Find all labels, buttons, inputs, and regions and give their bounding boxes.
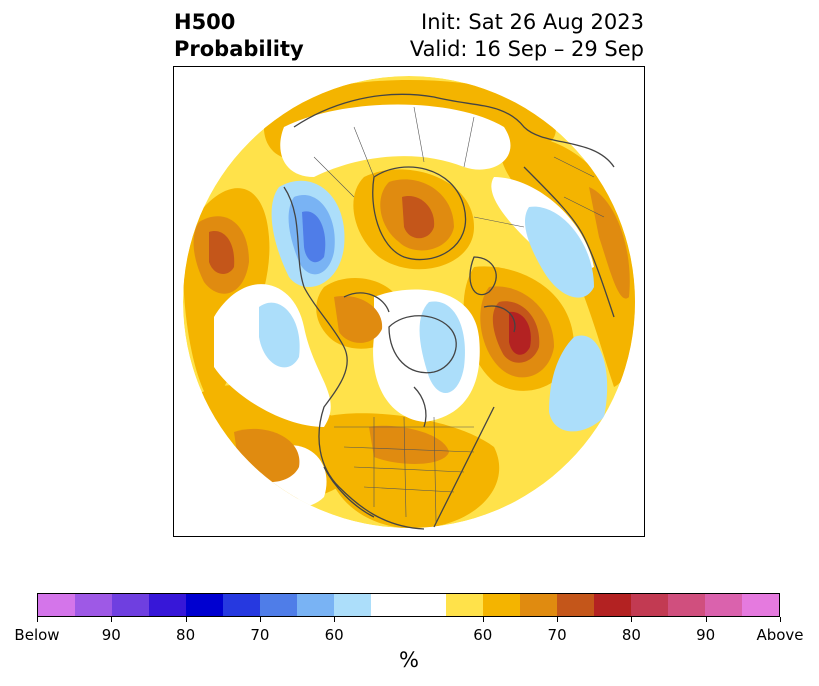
colorbar-tick-label: 90 [101, 626, 121, 644]
colorbar-segment [667, 594, 705, 616]
colorbar-segment [445, 594, 483, 616]
colorbar-tick [111, 617, 113, 622]
below-core-west-deep [302, 211, 326, 263]
colorbar-segment [519, 594, 557, 616]
colorbar-tick-label: 70 [547, 626, 567, 644]
valid-range: Valid: 16 Sep – 29 Sep [409, 37, 644, 61]
colorbar-tick-label: 90 [696, 626, 716, 644]
colorbar-segment [593, 594, 631, 616]
colorbar-labels: Below 90 80 70 60 60 70 80 90 Above [0, 626, 819, 646]
colorbar-tick [37, 617, 38, 622]
colorbar-segment [371, 594, 446, 616]
colorbar-ticks [0, 617, 819, 623]
below-region-east [524, 206, 594, 298]
colorbar-tick-label: 80 [176, 626, 196, 644]
colorbar-segment [482, 594, 520, 616]
colorbar-tick-label: Above [756, 626, 804, 644]
colorbar-tick-label: 60 [473, 626, 493, 644]
colorbar-tick-label: 60 [324, 626, 344, 644]
forecast-dates: Init: Sat 26 Aug 2023 Valid: 16 Sep – 29… [410, 9, 644, 63]
below-region-atlantic [549, 335, 608, 432]
borders [313, 106, 605, 523]
above-core-center-deep [402, 196, 435, 239]
colorbar-tick [185, 617, 187, 622]
colorbar-tick [557, 617, 559, 622]
colorbar-tick [780, 617, 781, 622]
colorbar-segment [704, 594, 742, 616]
above-core-west-deep [209, 231, 235, 274]
below-region-pole [419, 301, 465, 394]
probability-map [173, 66, 645, 537]
colorbar-segment [75, 594, 113, 616]
init-date: Init: Sat 26 Aug 2023 [421, 10, 644, 34]
colorbar-segment [297, 594, 335, 616]
colorbar-segment [112, 594, 150, 616]
colorbar-tick [259, 617, 261, 622]
above-core-us [369, 425, 449, 464]
colorbar-tick [631, 617, 633, 622]
neutral-north [280, 104, 511, 177]
colorbar-segment [260, 594, 298, 616]
colorbar-tick-label: 70 [250, 626, 270, 644]
colorbar-tick [482, 617, 484, 622]
colorbar-tick-label: Below [14, 626, 60, 644]
title-line-1: H500 [174, 10, 236, 34]
colorbar-tick [334, 617, 336, 622]
chart-title: H500 Probability [174, 9, 304, 63]
colorbar-tick-label: 80 [621, 626, 641, 644]
colorbar-unit: % [399, 648, 419, 672]
colorbar-segment [741, 594, 779, 616]
colorbar-segment [334, 594, 372, 616]
polar-map-svg [183, 76, 635, 530]
colorbar-segment [149, 594, 187, 616]
colorbar-segment [38, 594, 76, 616]
below-region-west2 [259, 302, 300, 368]
title-line-2: Probability [174, 37, 304, 61]
prob-region-us-orange [322, 413, 500, 528]
colorbar [37, 593, 780, 617]
colorbar-segment [186, 594, 224, 616]
coastlines [283, 93, 615, 530]
above-core-mid [334, 296, 383, 343]
colorbar-segment [630, 594, 668, 616]
colorbar-segment [556, 594, 594, 616]
colorbar-segment [223, 594, 261, 616]
colorbar-tick [705, 617, 707, 622]
